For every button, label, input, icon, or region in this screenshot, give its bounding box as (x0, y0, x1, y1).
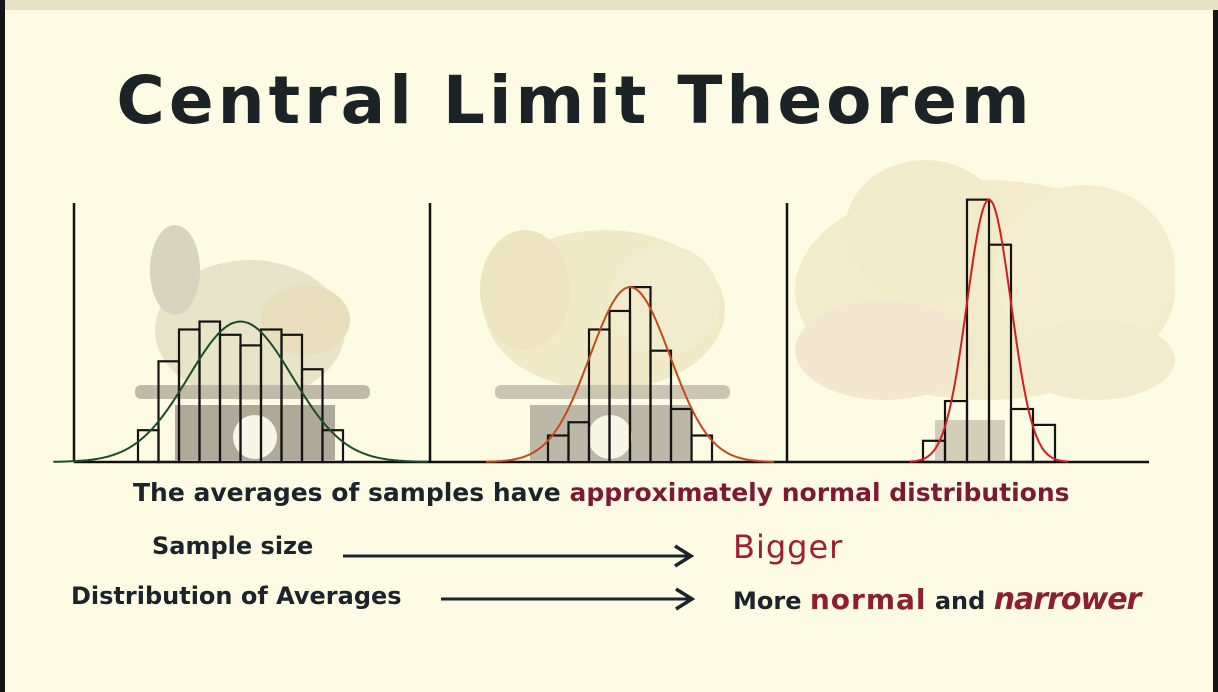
row-result-distribution: More normal and narrower (733, 582, 1142, 617)
top-bar (5, 0, 1218, 10)
normal-curve-3 (909, 198, 1069, 463)
histogram-2 (486, 286, 774, 464)
statement-after: normal distributions (781, 478, 1070, 507)
arrow-distribution (441, 587, 696, 611)
illustration-small-sample (135, 225, 370, 460)
normal-curve-2 (486, 286, 774, 463)
arrow-sample-size (343, 544, 695, 568)
result-word-narrower: narrower (993, 582, 1142, 617)
illustration-large-sample (795, 160, 1175, 460)
histogram-1-bar (136, 429, 160, 464)
statement-before: The averages of samples have (133, 478, 561, 507)
page-title: Central Limit Theorem (116, 62, 1034, 139)
statement: The averages of samples have approximate… (133, 478, 1070, 507)
statement-highlight: approximately (569, 478, 774, 507)
row-label-distribution: Distribution of Averages (71, 582, 402, 610)
histogram-3-bar (1031, 423, 1057, 464)
distribution-charts (53, 160, 1175, 464)
normal-curve-1 (53, 320, 428, 463)
histogram-1-bar (300, 368, 324, 464)
histogram-2-bar (690, 434, 714, 464)
histogram-3-bar (987, 243, 1013, 464)
histogram-1 (53, 320, 428, 464)
histogram-3 (909, 198, 1069, 464)
result-prefix: More (733, 587, 802, 615)
histogram-2-bar (649, 349, 673, 464)
row-result-bigger: Bigger (733, 528, 844, 566)
histograms (53, 198, 1069, 464)
result-mid: and (934, 587, 986, 615)
row-label-sample-size: Sample size (152, 532, 314, 560)
result-word-normal: normal (809, 583, 927, 616)
histogram-1-bar (321, 429, 345, 464)
